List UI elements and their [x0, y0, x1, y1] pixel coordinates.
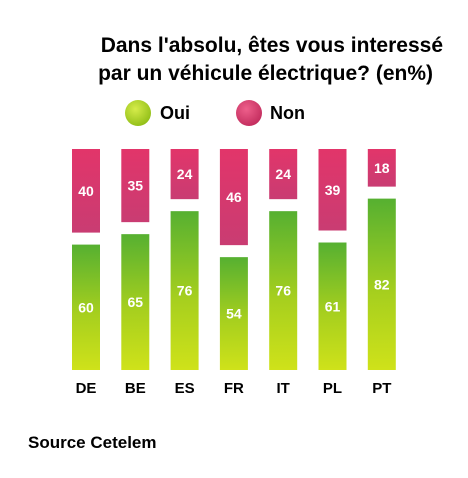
source-note: Source Cetelem — [28, 433, 157, 452]
bar-non-es — [170, 149, 199, 200]
legend-non-label: Non — [270, 103, 305, 123]
label-oui-pt: 82 — [374, 276, 390, 292]
legend-oui-marker — [125, 100, 151, 126]
label-non-pl: 39 — [325, 182, 341, 198]
x-axis-ticks: DE BE ES FR IT PL PT — [76, 380, 392, 397]
x-tick-pl: PL — [323, 380, 342, 397]
legend-non-marker — [236, 100, 262, 126]
label-non-de: 40 — [78, 183, 94, 199]
label-oui-de: 60 — [78, 299, 94, 315]
chart-title-line-2: par un véhicule électrique? (en%) — [98, 62, 433, 85]
label-oui-pl: 61 — [325, 298, 341, 314]
label-non-be: 35 — [128, 178, 144, 194]
bar-oui-fr — [219, 257, 248, 370]
bar-oui-de — [72, 244, 100, 370]
bar-oui-be — [121, 234, 150, 370]
label-non-es: 24 — [177, 166, 193, 182]
label-non-it: 24 — [275, 166, 291, 182]
x-tick-de: DE — [76, 380, 97, 397]
label-oui-be: 65 — [128, 294, 144, 310]
bar-non-pt — [367, 149, 396, 187]
x-tick-fr: FR — [224, 380, 244, 397]
x-tick-pt: PT — [372, 380, 391, 397]
bar-oui-es — [170, 211, 199, 370]
x-tick-es: ES — [175, 380, 195, 397]
bar-oui-pt — [367, 198, 396, 370]
legend: Oui Non — [125, 100, 305, 126]
bar-non-pl — [318, 149, 347, 231]
legend-oui-label: Oui — [160, 103, 190, 123]
x-tick-be: BE — [125, 380, 146, 397]
label-oui-fr: 54 — [226, 306, 242, 322]
x-tick-it: IT — [277, 380, 290, 397]
label-non-pt: 18 — [374, 160, 390, 176]
bar-oui-it — [269, 211, 298, 370]
label-oui-it: 76 — [275, 283, 291, 299]
bar-non-fr — [219, 149, 248, 246]
bar-non-it — [269, 149, 298, 200]
bars: 40 60 35 65 24 76 46 54 24 76 39 61 18 82 — [72, 149, 396, 370]
label-oui-es: 76 — [177, 283, 193, 299]
label-non-fr: 46 — [226, 189, 242, 205]
bar-non-be — [121, 149, 150, 223]
bar-non-de — [72, 149, 100, 233]
chart-title-line-1: Dans l'absolu, êtes vous interessé — [101, 34, 443, 57]
bar-oui-pl — [318, 242, 347, 370]
